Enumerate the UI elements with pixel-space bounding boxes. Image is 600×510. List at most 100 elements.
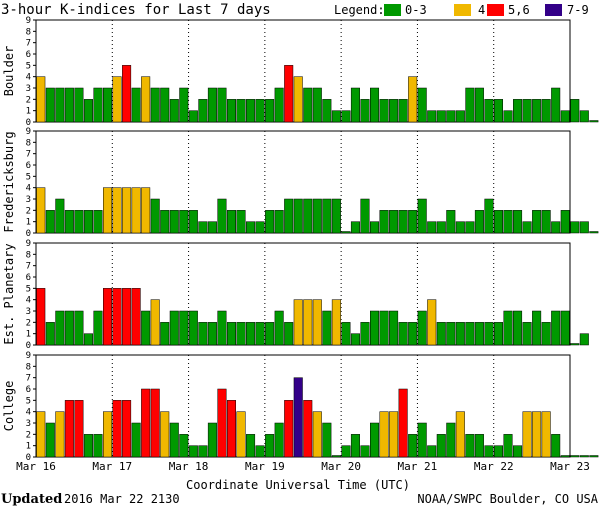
k-index-bar [379, 210, 389, 234]
k-index-bar [131, 87, 141, 123]
k-index-bar [83, 210, 93, 234]
k-index-bar [74, 400, 84, 458]
k-index-bar [83, 333, 93, 346]
k-index-bar [513, 210, 523, 234]
k-index-bar [312, 299, 322, 346]
k-index-bar [93, 87, 103, 123]
k-index-bar [236, 210, 246, 234]
k-index-bar [188, 210, 198, 234]
k-index-bar [350, 221, 360, 234]
k-index-bar [579, 455, 589, 458]
k-index-bar [45, 210, 55, 234]
k-index-bar [141, 76, 151, 123]
k-index-bar [455, 322, 465, 346]
k-index-bar [246, 322, 256, 346]
k-index-bar [589, 455, 599, 458]
legend-item-7-9: 7-9 [545, 3, 589, 17]
y-tick-label: 7 [26, 262, 31, 272]
legend-label: Legend: [334, 3, 385, 17]
k-index-bar [207, 422, 217, 458]
panel-college: 01 234 567 89 College [2, 351, 599, 463]
y-tick-label: 9 [26, 16, 31, 26]
y-tick-label: 2 [26, 318, 31, 328]
k-index-bar [570, 99, 580, 123]
panel-boulder: 01 234 567 89 Boulder [2, 16, 599, 128]
y-tick-label: 8 [26, 27, 31, 37]
k-index-bar [589, 231, 599, 234]
k-index-bar [389, 411, 399, 458]
y-tick-label: 8 [26, 250, 31, 260]
k-index-bar [131, 187, 141, 234]
k-index-bar [560, 210, 570, 234]
k-index-bar [360, 322, 370, 346]
y-tick-label: 4 [26, 296, 31, 306]
k-index-bar [179, 310, 189, 346]
updated-value: 2016 Mar 22 2130 [64, 492, 180, 506]
k-index-bar [236, 411, 246, 458]
k-index-bar [246, 99, 256, 123]
k-index-bar [551, 87, 561, 123]
k-index-bar [217, 388, 227, 458]
k-index-bar [379, 99, 389, 123]
y-tick-label: 7 [26, 150, 31, 160]
k-index-bar [579, 221, 589, 234]
legend-text-4: 4 [478, 3, 485, 17]
legend-text-0-3: 0-3 [405, 3, 427, 17]
k-index-bar [408, 210, 418, 234]
k-index-bar [312, 87, 322, 123]
k-index-bar [198, 322, 208, 346]
k-index-bar [560, 110, 570, 123]
k-index-bar [226, 400, 236, 458]
k-index-bar [160, 210, 170, 234]
k-index-bar [465, 322, 475, 346]
k-index-bar [389, 310, 399, 346]
k-index-bar [417, 310, 427, 346]
k-index-bar [141, 310, 151, 346]
k-index-bar [207, 322, 217, 346]
panel-est-planetary: 01 234 567 89 Est. Planetary [2, 239, 589, 351]
k-index-bar [284, 322, 294, 346]
k-index-bar [474, 434, 484, 458]
k-index-bar [217, 198, 227, 234]
k-index-bar [122, 65, 132, 123]
k-index-bar [36, 288, 46, 346]
k-index-bar [93, 210, 103, 234]
y-tick-label: 6 [26, 385, 31, 395]
k-index-bar [93, 310, 103, 346]
k-index-bar [350, 434, 360, 458]
k-index-bar [103, 288, 113, 346]
k-index-bar [350, 333, 360, 346]
chart-title: 3-hour K-indices for Last 7 days [1, 2, 271, 18]
y-tick-label: 6 [26, 50, 31, 60]
k-index-bar [284, 198, 294, 234]
k-index-bar [579, 333, 589, 346]
k-index-bar [427, 445, 437, 458]
y-tick-label: 6 [26, 161, 31, 171]
k-index-bar [226, 210, 236, 234]
k-index-bar [427, 299, 437, 346]
k-index-bar [188, 110, 198, 123]
k-index-bar [141, 187, 151, 234]
k-index-bar [341, 322, 351, 346]
k-index-bar [446, 322, 456, 346]
x-tick-label: Mar 19 [245, 460, 285, 473]
k-index-bar [198, 99, 208, 123]
k-index-bar [293, 198, 303, 234]
k-index-bar [83, 99, 93, 123]
y-tick-label: 5 [26, 396, 31, 406]
k-index-bar [284, 400, 294, 458]
k-index-bar [455, 221, 465, 234]
y-tick-label: 9 [26, 239, 31, 249]
k-index-bar [484, 322, 494, 346]
panel-ylabel: Fredericksburg [2, 131, 16, 232]
k-index-bar [455, 110, 465, 123]
k-index-bar [465, 221, 475, 234]
y-tick-label: 3 [26, 195, 31, 205]
k-index-bar [570, 455, 580, 458]
k-index-bar [131, 422, 141, 458]
k-index-bar [560, 310, 570, 346]
k-index-bar [503, 310, 513, 346]
k-index-bar [570, 221, 580, 234]
k-index-bar [322, 422, 332, 458]
k-index-bar [541, 322, 551, 346]
